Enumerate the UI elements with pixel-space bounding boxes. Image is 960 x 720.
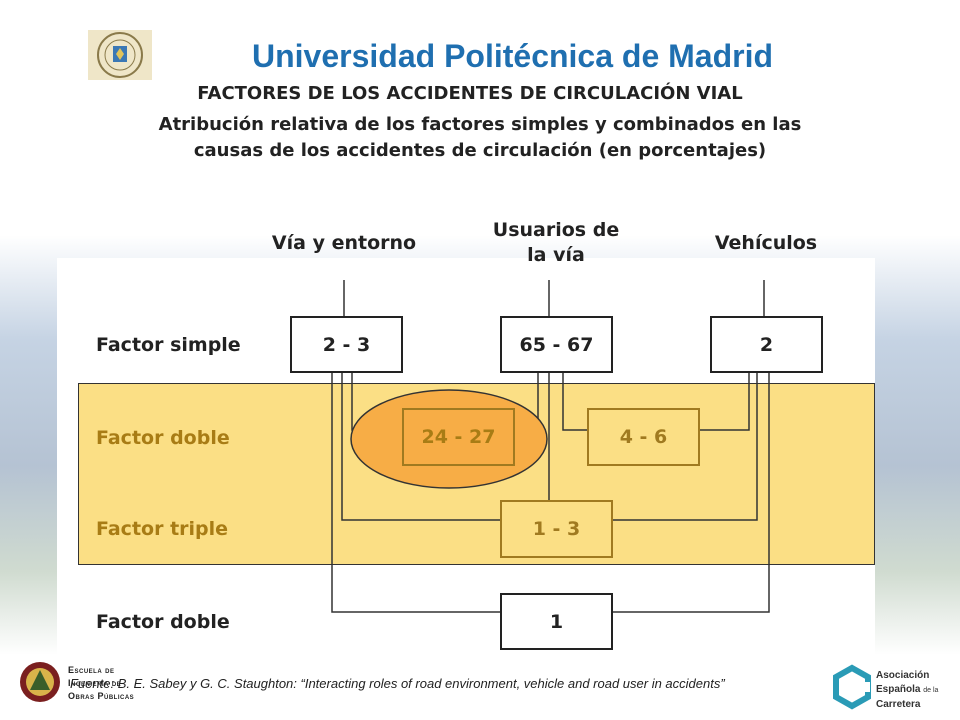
aec-name-line2-small: de la <box>923 687 939 694</box>
row-label-simple: Factor simple <box>96 334 241 356</box>
university-name: Universidad Politécnica de Madrid <box>252 38 774 74</box>
value-simple-usuarios: 65 - 67 <box>500 316 613 373</box>
diagram-subtitle-line2: causas de los accidentes de circulación … <box>193 140 767 161</box>
value-doble-via-vehiculos: 1 <box>500 593 613 650</box>
aec-logo-icon <box>833 664 871 710</box>
university-seal-icon <box>88 30 152 80</box>
school-name-line1: Escuela de <box>68 665 115 675</box>
diagram-title: FACTORES DE LOS ACCIDENTES DE CIRCULACIÓ… <box>197 83 743 104</box>
aec-name-line1: Asociación <box>876 670 930 681</box>
column-label-usuarios-line2: la vía <box>527 244 585 266</box>
row-label-doble-bottom: Factor doble <box>96 611 230 633</box>
diagram-subtitle-line1: Atribución relativa de los factores simp… <box>158 114 802 135</box>
school-name-line3: Obras Públicas <box>68 691 135 701</box>
school-crest-icon <box>20 662 60 702</box>
aec-name-line3: Carretera <box>876 699 921 710</box>
row-label-triple: Factor triple <box>96 518 229 540</box>
school-name-line2: Ingeniería de <box>68 678 122 688</box>
value-doble-usuarios-vehiculos: 4 - 6 <box>587 408 700 466</box>
source-citation: Fuente: B. E. Sabey y G. C. Staughton: “… <box>70 676 725 691</box>
value-triple: 1 - 3 <box>500 500 613 558</box>
value-simple-vehiculos: 2 <box>710 316 823 373</box>
value-simple-via: 2 - 3 <box>290 316 403 373</box>
school-name: Escuela de Ingeniería de Obras Públicas <box>68 664 134 703</box>
column-label-vehiculos: Vehículos <box>714 232 818 254</box>
aec-name-line2-main: Española <box>876 684 921 695</box>
column-label-via: Vía y entorno <box>271 232 417 254</box>
column-label-usuarios-line1: Usuarios de <box>492 219 620 241</box>
aec-name: Asociación Española de la Carretera <box>876 669 938 712</box>
value-doble-via-usuarios: 24 - 27 <box>402 408 515 466</box>
aec-name-line2: Española de la <box>876 683 938 698</box>
row-label-doble: Factor doble <box>96 427 230 449</box>
